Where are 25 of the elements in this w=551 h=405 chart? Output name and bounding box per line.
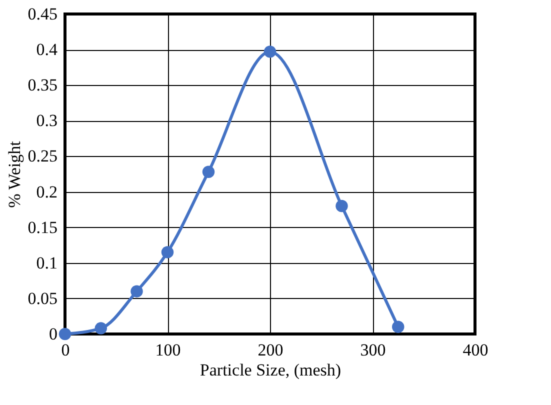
x-tick-label: 300 xyxy=(360,340,386,360)
y-tick-label: 0.45 xyxy=(28,4,58,24)
point xyxy=(58,328,72,340)
x-tick-label: 400 xyxy=(462,340,488,360)
point xyxy=(161,246,174,258)
x-tick-label: 0 xyxy=(61,340,70,360)
point xyxy=(94,322,107,334)
x-axis-title: Particle Size, (mesh) xyxy=(200,360,342,380)
y-tick-label: 0.2 xyxy=(36,182,58,202)
x-tick-label: 200 xyxy=(258,340,284,360)
point xyxy=(130,285,143,298)
y-tick-label: 0.15 xyxy=(28,218,58,237)
point xyxy=(336,200,348,212)
y-tick-label: 0.1 xyxy=(36,253,58,272)
point xyxy=(202,166,215,178)
y-tick-label: 0.35 xyxy=(28,76,58,95)
y-tick-label: 0.3 xyxy=(36,111,58,130)
point xyxy=(392,320,404,333)
y-tick-label: 0 xyxy=(49,324,58,344)
y-axis-title: % Weight xyxy=(4,140,24,208)
y-tick-label: 0.4 xyxy=(36,40,58,60)
point xyxy=(264,46,276,58)
x-tick-label: 100 xyxy=(155,340,181,360)
y-tick-label: 0.25 xyxy=(28,146,58,166)
y-tick-label: 0.05 xyxy=(28,288,58,308)
